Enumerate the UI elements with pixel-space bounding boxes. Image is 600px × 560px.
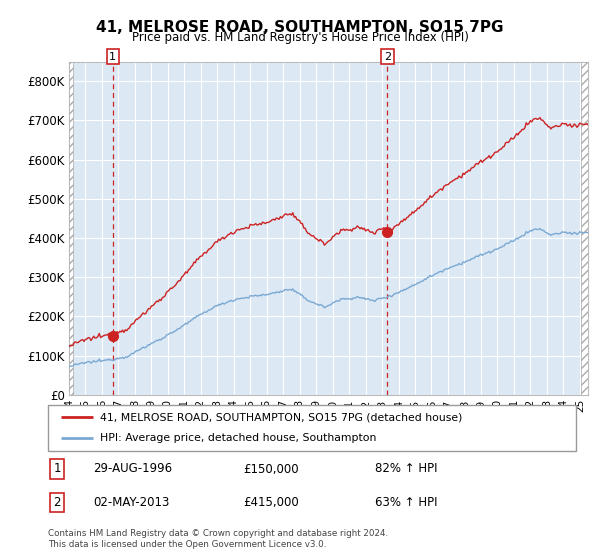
Text: £150,000: £150,000 [244, 463, 299, 475]
Text: 29-AUG-1996: 29-AUG-1996 [93, 463, 172, 475]
Text: 2: 2 [53, 496, 61, 509]
Text: £415,000: £415,000 [244, 496, 299, 509]
Text: 02-MAY-2013: 02-MAY-2013 [93, 496, 169, 509]
Bar [69, 62, 73, 395]
Text: Price paid vs. HM Land Registry's House Price Index (HPI): Price paid vs. HM Land Registry's House … [131, 31, 469, 44]
Text: Contains HM Land Registry data © Crown copyright and database right 2024.
This d: Contains HM Land Registry data © Crown c… [48, 529, 388, 549]
Text: 1: 1 [109, 52, 116, 62]
Text: 41, MELROSE ROAD, SOUTHAMPTON, SO15 7PG (detached house): 41, MELROSE ROAD, SOUTHAMPTON, SO15 7PG … [100, 412, 462, 422]
Text: 63% ↑ HPI: 63% ↑ HPI [376, 496, 438, 509]
Text: 1: 1 [53, 463, 61, 475]
Text: 41, MELROSE ROAD, SOUTHAMPTON, SO15 7PG: 41, MELROSE ROAD, SOUTHAMPTON, SO15 7PG [96, 20, 504, 35]
Text: HPI: Average price, detached house, Southampton: HPI: Average price, detached house, Sout… [100, 433, 376, 444]
Bar [581, 62, 600, 395]
Text: 82% ↑ HPI: 82% ↑ HPI [376, 463, 438, 475]
Text: 2: 2 [384, 52, 391, 62]
